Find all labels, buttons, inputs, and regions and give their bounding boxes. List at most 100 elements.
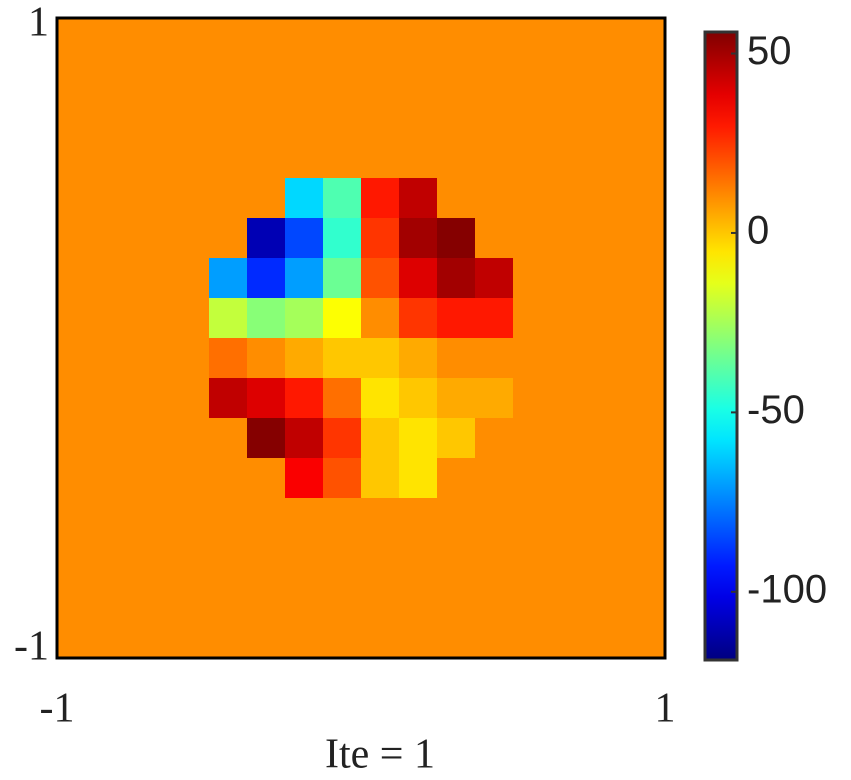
heatmap-cell bbox=[589, 538, 628, 579]
heatmap-cell bbox=[209, 98, 248, 139]
heatmap-cell bbox=[323, 58, 362, 99]
heatmap-cell bbox=[209, 538, 248, 579]
heatmap-cell bbox=[323, 138, 362, 179]
heatmap-cell bbox=[361, 418, 400, 459]
heatmap-cell bbox=[551, 18, 590, 59]
heatmap-cell bbox=[627, 618, 666, 659]
heatmap-cell bbox=[361, 378, 400, 419]
heatmap-cell bbox=[323, 338, 362, 379]
heatmap-cell bbox=[57, 298, 96, 339]
heatmap-cell bbox=[361, 458, 400, 499]
heatmap-cell bbox=[247, 458, 286, 499]
heatmap-cell bbox=[57, 138, 96, 179]
heatmap-cell bbox=[57, 58, 96, 99]
heatmap-cell bbox=[247, 498, 286, 539]
heatmap-cell bbox=[551, 578, 590, 619]
heatmap-cell bbox=[361, 138, 400, 179]
heatmap-cell bbox=[285, 618, 324, 659]
heatmap-cell bbox=[361, 178, 400, 219]
heatmap-cell bbox=[95, 58, 134, 99]
heatmap-cell bbox=[513, 178, 552, 219]
heatmap-cell bbox=[285, 98, 324, 139]
heatmap-cell bbox=[323, 538, 362, 579]
heatmap-cell bbox=[475, 538, 514, 579]
heatmap-cell bbox=[399, 538, 438, 579]
heatmap-cell bbox=[247, 378, 286, 419]
heatmap-cell bbox=[133, 378, 172, 419]
colorbar-tick-label: -100 bbox=[747, 567, 827, 611]
x-tick-label: -1 bbox=[40, 686, 75, 732]
heatmap-cell bbox=[323, 418, 362, 459]
heatmap-cell bbox=[133, 298, 172, 339]
heatmap-cell bbox=[323, 458, 362, 499]
heatmap-cell bbox=[589, 98, 628, 139]
heatmap-cell bbox=[513, 58, 552, 99]
heatmap-cell bbox=[171, 618, 210, 659]
heatmap-cell bbox=[551, 178, 590, 219]
heatmap-cell bbox=[627, 538, 666, 579]
heatmap-cell bbox=[551, 378, 590, 419]
heatmap-cell bbox=[209, 498, 248, 539]
heatmap-cell bbox=[285, 138, 324, 179]
heatmap-cell bbox=[399, 458, 438, 499]
heatmap-cell bbox=[95, 378, 134, 419]
heatmap-cell bbox=[475, 498, 514, 539]
heatmap-cell bbox=[589, 58, 628, 99]
heatmap-cell bbox=[361, 218, 400, 259]
heatmap-cell bbox=[627, 58, 666, 99]
heatmap-cell bbox=[57, 578, 96, 619]
heatmap-cell bbox=[361, 98, 400, 139]
heatmap-cell bbox=[57, 378, 96, 419]
heatmap-cell bbox=[399, 498, 438, 539]
heatmap-cell bbox=[475, 458, 514, 499]
x-axis-label: Ite = 1 bbox=[325, 732, 435, 778]
heatmap-cell bbox=[551, 618, 590, 659]
heatmap-cell bbox=[361, 298, 400, 339]
heatmap-cell bbox=[361, 58, 400, 99]
heatmap-cell bbox=[399, 418, 438, 459]
heatmap-cell bbox=[627, 298, 666, 339]
heatmap-cell bbox=[361, 618, 400, 659]
heatmap-cell bbox=[209, 218, 248, 259]
heatmap-cell bbox=[247, 538, 286, 579]
heatmap-cell bbox=[247, 578, 286, 619]
heatmap-cell bbox=[247, 218, 286, 259]
heatmap-cell bbox=[361, 18, 400, 59]
heatmap-cell bbox=[285, 178, 324, 219]
heatmap-cell bbox=[589, 258, 628, 299]
heatmap-cell bbox=[171, 98, 210, 139]
heatmap-cell bbox=[475, 18, 514, 59]
heatmap-cell bbox=[285, 578, 324, 619]
heatmap-cell bbox=[247, 418, 286, 459]
heatmap-cell bbox=[57, 618, 96, 659]
y-tick-label: 1 bbox=[28, 0, 49, 46]
heatmap-cell bbox=[57, 498, 96, 539]
heatmap-cell bbox=[475, 418, 514, 459]
heatmap-cell bbox=[627, 498, 666, 539]
heatmap-cell bbox=[209, 458, 248, 499]
heatmap-cell bbox=[627, 378, 666, 419]
heatmap-cell bbox=[627, 418, 666, 459]
heatmap-cell bbox=[399, 98, 438, 139]
y-tick-label: -1 bbox=[14, 624, 49, 670]
x-tick-label: 1 bbox=[655, 686, 676, 732]
heatmap-cell bbox=[399, 578, 438, 619]
heatmap-cell bbox=[247, 98, 286, 139]
heatmap-cell bbox=[171, 538, 210, 579]
plot-frame bbox=[55, 16, 667, 660]
heatmap-cell bbox=[513, 338, 552, 379]
heatmap-cell bbox=[399, 138, 438, 179]
heatmap-cell bbox=[171, 378, 210, 419]
heatmap-cell bbox=[361, 338, 400, 379]
heatmap-cell bbox=[57, 218, 96, 259]
heatmap-cell bbox=[247, 298, 286, 339]
heatmap-cell bbox=[627, 138, 666, 179]
heatmap-cell bbox=[95, 618, 134, 659]
heatmap-cell bbox=[589, 498, 628, 539]
heatmap-cell bbox=[57, 458, 96, 499]
heatmap-cell bbox=[399, 338, 438, 379]
heatmap-cell bbox=[475, 298, 514, 339]
heatmap-cell bbox=[133, 538, 172, 579]
heatmap-cell bbox=[171, 258, 210, 299]
heatmap-cell bbox=[437, 138, 476, 179]
